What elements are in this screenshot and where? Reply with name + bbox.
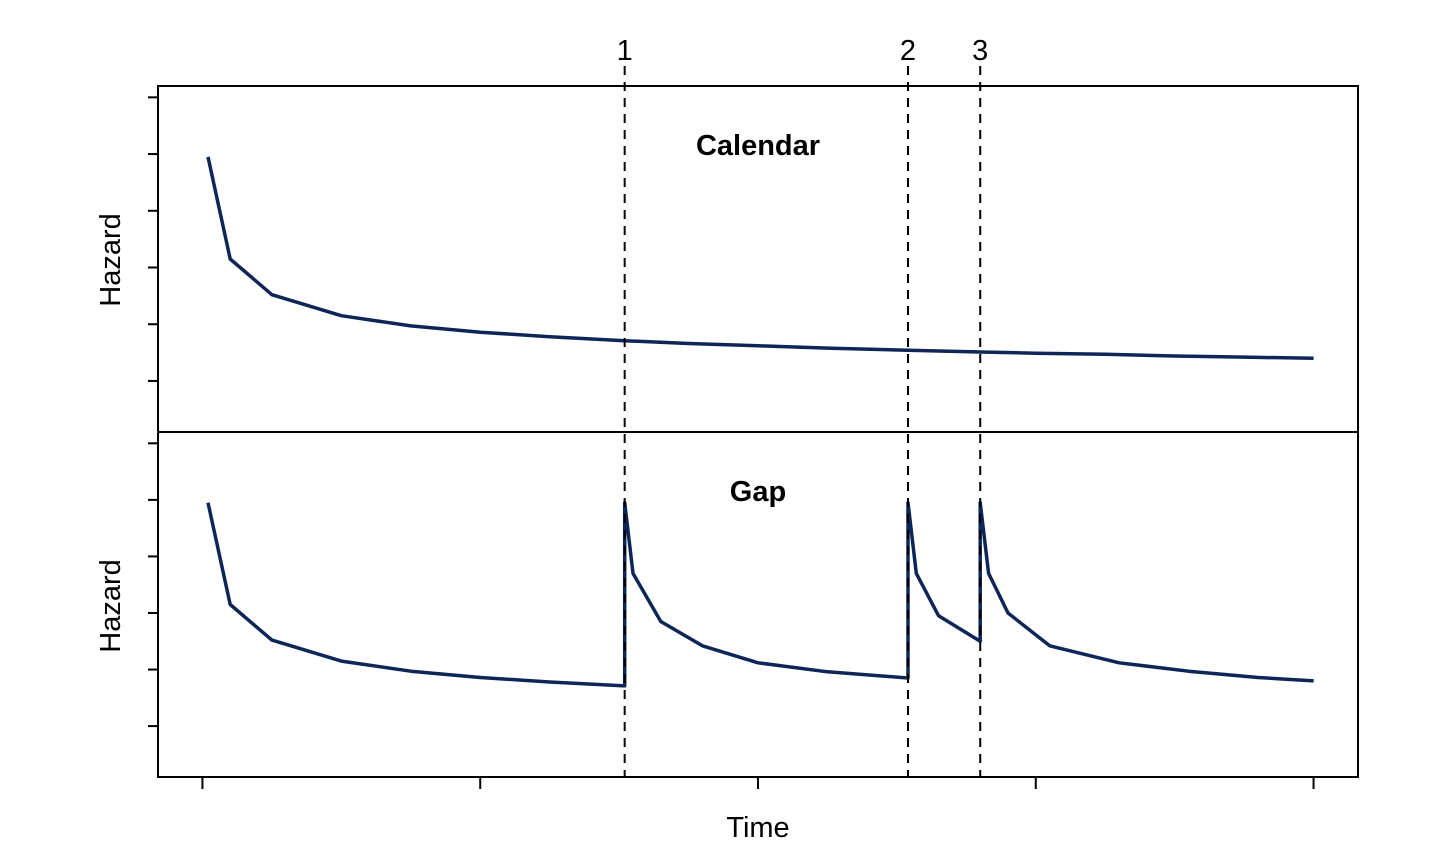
panel-title-calendar: Calendar — [696, 130, 820, 162]
x-axis-label: Time — [726, 812, 789, 844]
event-markers: 1 2 3 — [617, 35, 988, 777]
y-axis-label-calendar: Hazard — [95, 213, 127, 307]
gap-panel — [148, 431, 1359, 789]
gap-hazard-line — [206, 500, 1314, 688]
y-axis-label-gap: Hazard — [95, 559, 127, 653]
event-label-1: 1 — [617, 35, 633, 67]
calendar-hazard-line — [206, 156, 1314, 361]
event-label-3: 3 — [972, 35, 988, 67]
panel-title-gap: Gap — [730, 476, 786, 508]
event-label-2: 2 — [900, 35, 916, 67]
